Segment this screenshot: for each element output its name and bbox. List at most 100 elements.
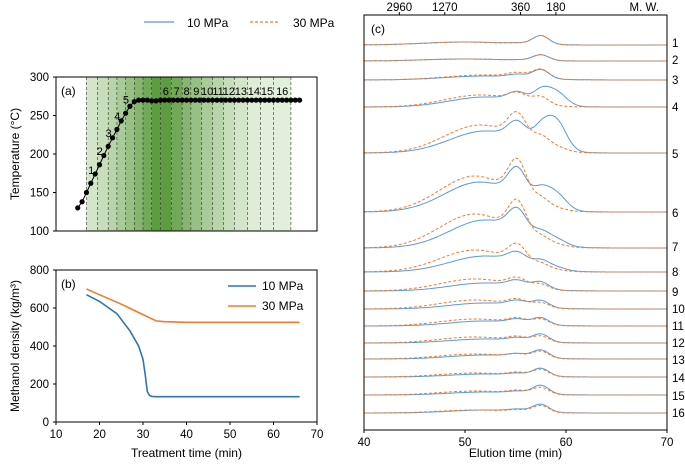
panel-c-top-tick-label: 2960 bbox=[387, 2, 413, 14]
panel-a-ytick-label: 100 bbox=[30, 226, 49, 238]
temperature-point bbox=[96, 162, 103, 168]
temperature-point bbox=[218, 97, 224, 103]
gpc-trace-30mpa bbox=[364, 316, 667, 327]
temperature-point bbox=[266, 97, 272, 103]
temperature-point bbox=[196, 97, 203, 103]
panel-a-label: (a) bbox=[61, 84, 76, 98]
gpc-trace-10mpa bbox=[364, 114, 667, 154]
temperature-point bbox=[249, 97, 255, 103]
temperature-point bbox=[166, 97, 172, 103]
gpc-trace-30mpa bbox=[364, 54, 667, 62]
panel-c-xtick-label: 40 bbox=[358, 437, 371, 449]
fraction-band bbox=[125, 77, 135, 231]
density-series-line bbox=[86, 288, 300, 324]
legend-b-10mpa-label: 10 MPa bbox=[262, 279, 304, 293]
gpc-trace-10mpa bbox=[363, 250, 667, 273]
gpc-trace-30mpa bbox=[363, 34, 667, 46]
fraction-band bbox=[234, 77, 248, 231]
panel-b-xtick-label: 20 bbox=[93, 429, 106, 441]
temperature-point bbox=[183, 97, 190, 103]
gpc-trace-30mpa bbox=[364, 91, 667, 108]
panel-c-frame bbox=[363, 14, 668, 431]
fraction-band bbox=[247, 77, 261, 231]
fraction-label: 11 bbox=[212, 86, 223, 98]
gpc-trace-10mpa bbox=[364, 367, 667, 378]
temperature-point bbox=[262, 97, 268, 103]
temperature-point bbox=[83, 189, 90, 196]
ramp-annotation: 3 bbox=[105, 128, 111, 140]
trace-label: 16 bbox=[672, 408, 685, 420]
temperature-point bbox=[231, 97, 237, 103]
temperature-point bbox=[270, 97, 277, 103]
temperature-point bbox=[279, 97, 285, 103]
panel-c-xtick-label: 60 bbox=[560, 437, 573, 449]
temperature-point bbox=[188, 97, 194, 103]
temperature-point bbox=[288, 97, 294, 103]
gpc-trace-30mpa bbox=[364, 157, 667, 213]
temperature-point bbox=[179, 97, 185, 103]
temperature-point bbox=[275, 97, 281, 103]
temperature-point bbox=[153, 98, 159, 104]
fraction-label: 16 bbox=[276, 86, 288, 98]
temperature-point bbox=[109, 135, 116, 141]
trace-label: 7 bbox=[672, 242, 678, 254]
trace-label: 9 bbox=[672, 287, 678, 299]
temperature-point bbox=[118, 118, 124, 124]
trace-label: 10 bbox=[672, 304, 685, 316]
trace-label: 15 bbox=[672, 391, 685, 403]
fraction-band bbox=[212, 77, 224, 231]
temperature-point bbox=[175, 97, 181, 103]
panel-b-ylabel: Methanol density (kg/m³) bbox=[8, 280, 22, 412]
temperature-point bbox=[105, 143, 111, 149]
temperature-point bbox=[227, 97, 233, 103]
fraction-label: 10 bbox=[201, 86, 213, 98]
temperature-point bbox=[240, 97, 246, 103]
temperature-point bbox=[283, 97, 290, 103]
temperature-point bbox=[79, 199, 85, 205]
gpc-trace-30mpa bbox=[364, 368, 667, 378]
legend-30mpa-label: 30 MPa bbox=[293, 16, 335, 30]
panel-b-xtick-label: 40 bbox=[180, 429, 193, 441]
fraction-band bbox=[201, 77, 213, 231]
temperature-point bbox=[101, 152, 107, 159]
panel-c-top-tick-label: 360 bbox=[511, 2, 530, 14]
ramp-annotation: 5 bbox=[123, 94, 129, 106]
legend-b-30mpa-label: 30 MPa bbox=[262, 299, 304, 313]
gpc-trace-30mpa bbox=[363, 198, 667, 249]
trace-label: 2 bbox=[672, 55, 678, 67]
panel-a-ytick-label: 250 bbox=[30, 111, 49, 123]
ramp-annotation: 2 bbox=[97, 146, 103, 158]
temperature-point bbox=[223, 97, 229, 103]
panel-b-ytick-label: 800 bbox=[30, 265, 49, 277]
fraction-label: 13 bbox=[235, 86, 247, 98]
temperature-point bbox=[114, 126, 120, 132]
temperature-point bbox=[157, 97, 163, 103]
gpc-trace-30mpa bbox=[364, 386, 667, 396]
temperature-point bbox=[123, 110, 129, 116]
temperature-point bbox=[253, 97, 259, 103]
temperature-point bbox=[201, 97, 207, 103]
fraction-band bbox=[86, 77, 98, 231]
gpc-trace-10mpa bbox=[364, 403, 667, 414]
temperature-point bbox=[88, 180, 94, 186]
gpc-trace-30mpa bbox=[364, 404, 667, 414]
fraction-label: 9 bbox=[193, 86, 199, 98]
panel-c-label: (c) bbox=[371, 22, 385, 36]
gpc-trace-30mpa bbox=[364, 68, 667, 81]
panel-c-top-tick-label: 1270 bbox=[432, 2, 458, 14]
panel-c-top-axis-label: M. W. bbox=[630, 2, 659, 14]
legend-10mpa-label: 10 MPa bbox=[187, 16, 229, 30]
fraction-label: 14 bbox=[248, 86, 260, 98]
fraction-band bbox=[151, 77, 161, 231]
panel-b-ytick-label: 400 bbox=[30, 341, 49, 353]
temperature-point bbox=[236, 97, 242, 103]
panel-b-xtick-label: 10 bbox=[50, 429, 63, 441]
temperature-point bbox=[144, 97, 150, 103]
temperature-point bbox=[140, 97, 146, 103]
trace-label: 14 bbox=[672, 373, 685, 385]
panel-b-ytick-label: 200 bbox=[30, 379, 49, 391]
temperature-point bbox=[127, 103, 133, 109]
panel-b-xtick-label: 60 bbox=[267, 429, 280, 441]
fraction-label: 7 bbox=[174, 86, 180, 98]
